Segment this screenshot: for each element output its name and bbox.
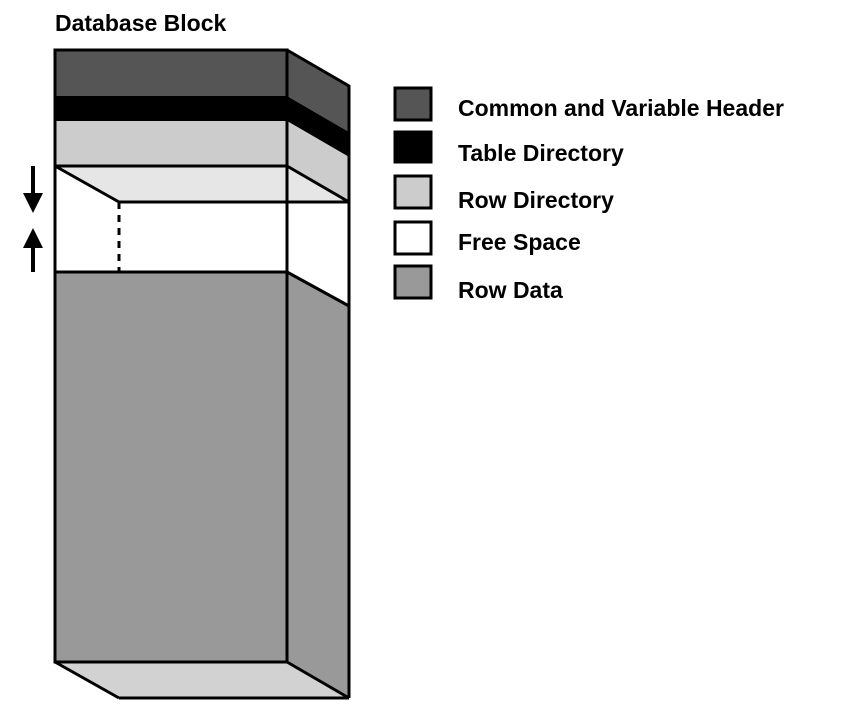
legend-label: Row Data bbox=[458, 277, 563, 303]
row-directory-top-face bbox=[55, 166, 349, 202]
front-table-directory bbox=[55, 96, 287, 121]
up-arrow-icon bbox=[23, 228, 43, 272]
front-common-variable-header bbox=[55, 50, 287, 96]
legend-item-common-variable-header: Common and Variable Header bbox=[393, 86, 784, 122]
side-common-variable-header bbox=[287, 50, 349, 132]
side-row-data bbox=[287, 272, 349, 698]
block-side-face bbox=[287, 50, 349, 698]
legend-item-row-directory: Row Directory bbox=[393, 174, 614, 213]
front-row-directory bbox=[55, 121, 287, 166]
side-table-directory bbox=[287, 96, 349, 157]
legend-label: Table Directory bbox=[458, 140, 624, 166]
legend-item-table-directory: Table Directory bbox=[393, 130, 624, 166]
block-bottom-face bbox=[55, 662, 349, 698]
legend-label: Common and Variable Header bbox=[458, 95, 784, 121]
legend-swatch bbox=[393, 174, 433, 210]
legend-label: Free Space bbox=[458, 229, 581, 255]
block-front-face bbox=[55, 50, 287, 662]
free-space-recess bbox=[55, 166, 349, 202]
legend-swatch bbox=[393, 220, 433, 256]
legend: Common and Variable Header Table Directo… bbox=[393, 86, 784, 303]
front-row-data bbox=[55, 272, 287, 662]
block-outline bbox=[53, 48, 351, 700]
diagram-title: Database Block bbox=[55, 10, 227, 36]
legend-label: Row Directory bbox=[458, 187, 614, 213]
legend-swatch bbox=[393, 130, 433, 164]
legend-item-free-space: Free Space bbox=[393, 220, 581, 256]
legend-swatch bbox=[393, 86, 433, 122]
legend-swatch bbox=[393, 264, 433, 300]
legend-item-row-data: Row Data bbox=[393, 264, 563, 303]
down-arrow-icon bbox=[23, 166, 43, 213]
side-row-directory bbox=[287, 121, 349, 202]
